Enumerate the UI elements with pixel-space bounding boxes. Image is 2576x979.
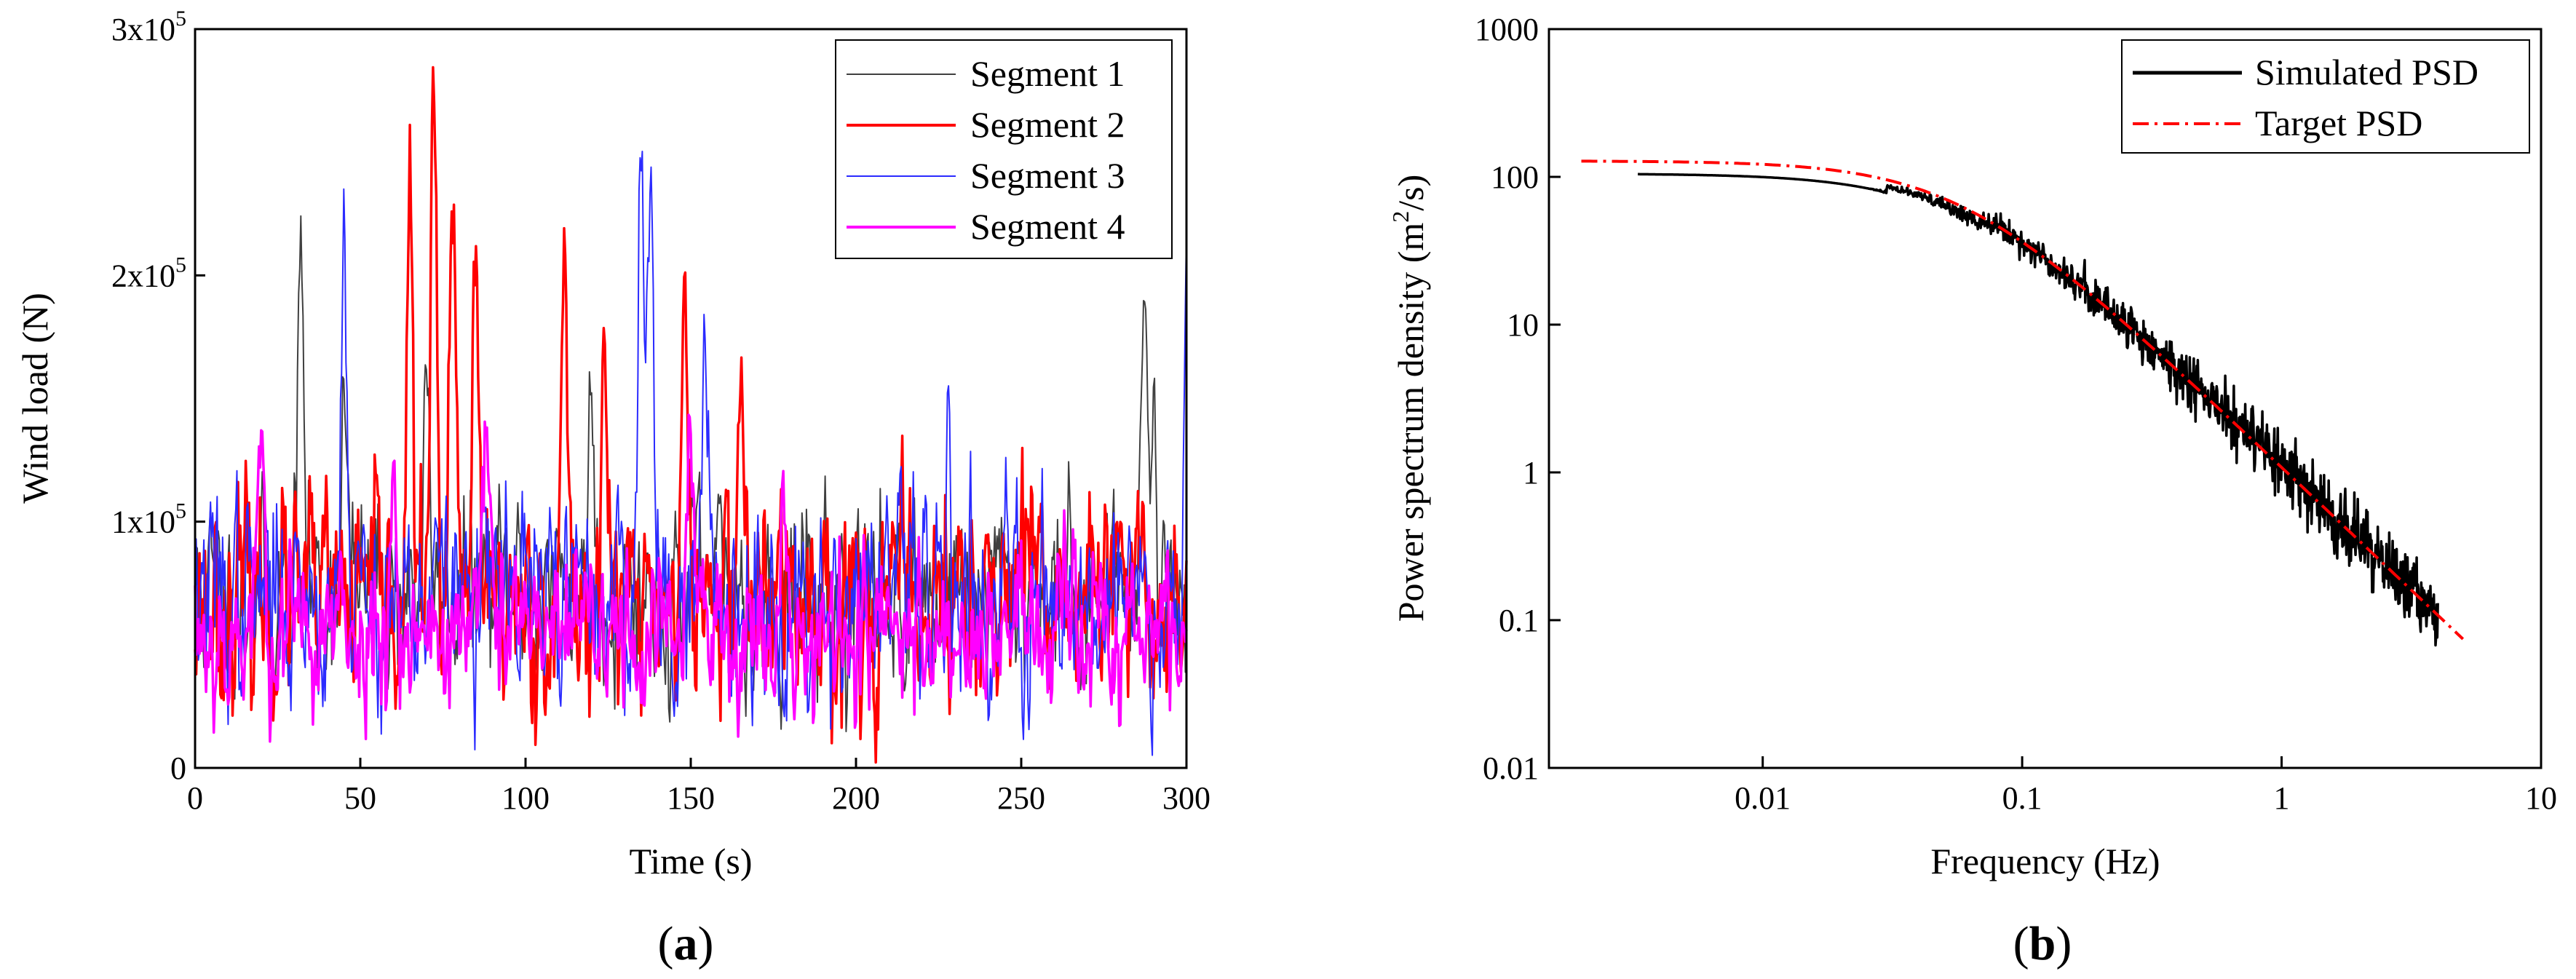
- chart-a-x-ticks: 0 50 100 150 200 250 300: [187, 758, 1210, 816]
- chart-a-y-ticks: 0 1x105 2x105 3x105: [111, 7, 205, 786]
- chart-a-x-axis-label: Time (s): [629, 841, 752, 881]
- chart-b-series-group: [1581, 159, 2465, 647]
- chart-a-y-tick-label: 2x105: [111, 253, 186, 293]
- chart-b-y-tick-label: 1000: [1475, 12, 1539, 47]
- chart-a-series-group: [194, 66, 1188, 764]
- chart-b-x-tick-label: 1: [2274, 780, 2290, 816]
- chart-a-x-tick-label: 0: [187, 780, 203, 816]
- chart-b-y-axis-label-main: Power spectrum density (m: [1390, 223, 1431, 622]
- chart-a-x-tick-label: 150: [667, 780, 715, 816]
- chart-a-legend: Segment 1 Segment 2 Segment 3 Segment 4: [835, 39, 1173, 259]
- chart-a-x-tick-label: 50: [344, 780, 376, 816]
- panel-label-a-open: (: [658, 917, 674, 970]
- series-segment-2: [194, 66, 1188, 764]
- series-segment-3: [194, 151, 1187, 756]
- chart-a-x-tick-label: 200: [832, 780, 880, 816]
- legend-label-segment-2: Segment 2: [970, 104, 1125, 145]
- legend-label-target-psd: Target PSD: [2255, 103, 2422, 143]
- chart-a-legend-box: [835, 39, 1173, 259]
- chart-b-y-tick-label: 100: [1491, 159, 1539, 195]
- chart-b-legend-box: [2121, 39, 2530, 154]
- panel-label-a: (a): [658, 917, 714, 970]
- chart-b-y-axis-label-sup: 2: [1387, 211, 1414, 223]
- chart-b-y-axis-label: Power spectrum density (m2/s): [1387, 175, 1431, 622]
- chart-a-y-tick-label: 0: [170, 750, 186, 786]
- chart-b-x-tick-label: 10: [2525, 780, 2557, 816]
- panel-label-b-close: ): [2056, 917, 2072, 970]
- chart-b-frame: [1547, 28, 2543, 769]
- panel-label-b-letter: b: [2029, 917, 2056, 970]
- chart-a-y-tick-label: 1x105: [111, 499, 186, 540]
- chart-b-y-tick-label: 10: [1507, 307, 1539, 343]
- panel-label-b: (b): [2013, 917, 2072, 970]
- series-target-psd: [1581, 159, 2465, 641]
- panel-label-b-open: (: [2013, 917, 2029, 970]
- legend-label-segment-3: Segment 3: [970, 155, 1125, 196]
- chart-b-x-tick-label: 0.01: [1735, 780, 1791, 816]
- legend-label-simulated-psd: Simulated PSD: [2255, 52, 2478, 92]
- chart-b-y-tick-label: 0.01: [1483, 750, 1539, 786]
- chart-a: 0 50 100 150 200 250 300 0 1x105 2x105 3x105 Time…: [15, 7, 1210, 970]
- series-segment-4: [194, 413, 1188, 743]
- chart-b-y-tick-label: 0.1: [1499, 603, 1539, 638]
- legend-label-segment-4: Segment 4: [970, 206, 1125, 247]
- chart-a-x-tick-label: 250: [997, 780, 1045, 816]
- chart-a-x-tick-label: 300: [1162, 780, 1210, 816]
- chart-a-x-tick-label: 100: [502, 780, 550, 816]
- chart-a-y-axis-label: Wind load (N): [15, 293, 55, 504]
- panel-label-a-close: ): [698, 917, 714, 970]
- chart-b-x-ticks: 0.01 0.1 1 10: [1735, 756, 2557, 816]
- panel-label-a-letter: a: [674, 917, 698, 970]
- chart-b-y-axis-label-tail: /s): [1390, 175, 1431, 211]
- chart-b-x-tick-label: 0.1: [2002, 780, 2042, 816]
- chart-b-legend: Simulated PSD Target PSD: [2121, 39, 2530, 154]
- legend-label-segment-1: Segment 1: [970, 53, 1125, 94]
- chart-b-y-tick-label: 1: [1523, 455, 1539, 491]
- chart-a-y-tick-label: 3x105: [111, 7, 186, 47]
- chart-b-x-axis-label: Frequency (Hz): [1930, 841, 2160, 881]
- chart-b: 0.01 0.1 1 10 0.01 0.1 1 10 100 1000 Frequency (…: [1387, 12, 2557, 970]
- chart-b-y-ticks: 0.01 0.1 1 10 100 1000: [1475, 12, 1561, 786]
